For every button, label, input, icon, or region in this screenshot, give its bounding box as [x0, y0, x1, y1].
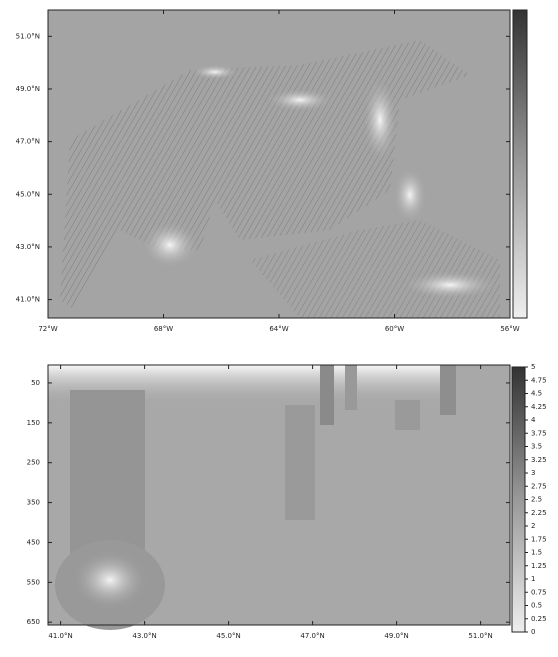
colorbar-label: 5: [531, 363, 535, 371]
colorbar-label: 0.75: [531, 588, 547, 596]
x-tick-label: 64°W: [269, 325, 288, 333]
x-tick-label: 41.0°N: [48, 632, 72, 640]
colorbar-label: 0.5: [531, 602, 542, 610]
x-tick-label: 56°W: [500, 325, 519, 333]
map-field: [48, 10, 510, 318]
y-tick-label: 47.0°N: [16, 138, 40, 146]
colorbar-label: 3: [531, 469, 535, 477]
y-tick-label: 43.0°N: [16, 243, 40, 251]
section-field: [48, 365, 510, 630]
y-tick-label: 49.0°N: [16, 85, 40, 93]
colorbar-label: 4.5: [531, 390, 542, 398]
colorbar-label: 1.25: [531, 562, 547, 570]
colorbar-label: 2.75: [531, 482, 547, 490]
x-tick-label: 60°W: [385, 325, 404, 333]
y-tick-label: 150: [27, 419, 40, 427]
x-tick-label: 68°W: [154, 325, 173, 333]
colorbar-label: 2.5: [531, 496, 542, 504]
colorbar-label: 1.5: [531, 549, 542, 557]
colorbar-label: 4.25: [531, 403, 547, 411]
colorbar-label: 4: [531, 416, 536, 424]
y-tick-label: 350: [27, 499, 40, 507]
colorbar-label: 1: [531, 575, 535, 583]
colorbar-label: 3.25: [531, 456, 547, 464]
y-tick-label: 45.0°N: [16, 190, 40, 198]
y-tick-label: 51.0°N: [16, 32, 40, 40]
x-tick-label: 45.0°N: [216, 632, 240, 640]
colorbar-label: 2.25: [531, 509, 547, 517]
y-tick-label: 50: [31, 379, 40, 387]
colorbar-label: 2: [531, 522, 535, 530]
x-tick-label: 43.0°N: [132, 632, 156, 640]
x-tick-label: 47.0°N: [300, 632, 324, 640]
x-tick-label: 72°W: [38, 325, 57, 333]
y-tick-label: 450: [27, 538, 40, 546]
colorbar-label: 0.25: [531, 615, 547, 623]
figure: 72°W 68°W 64°W 60°W 56°W 41.0°N 43.0°N 45.0°N 47…: [0, 0, 558, 657]
y-tick-label: 650: [27, 618, 40, 626]
x-tick-label: 51.0°N: [468, 632, 492, 640]
colorbar-label: 1.75: [531, 535, 547, 543]
colorbar-label: 0: [531, 628, 535, 636]
y-tick-label: 250: [27, 459, 40, 467]
colorbar-label: 3.75: [531, 429, 547, 437]
y-tick-label: 550: [27, 578, 40, 586]
y-tick-label: 41.0°N: [16, 296, 40, 304]
x-tick-label: 49.0°N: [384, 632, 408, 640]
colorbar: [512, 367, 525, 632]
colorbar: [513, 10, 527, 318]
colorbar-label: 3.5: [531, 443, 542, 451]
colorbar-label: 4.75: [531, 376, 547, 384]
